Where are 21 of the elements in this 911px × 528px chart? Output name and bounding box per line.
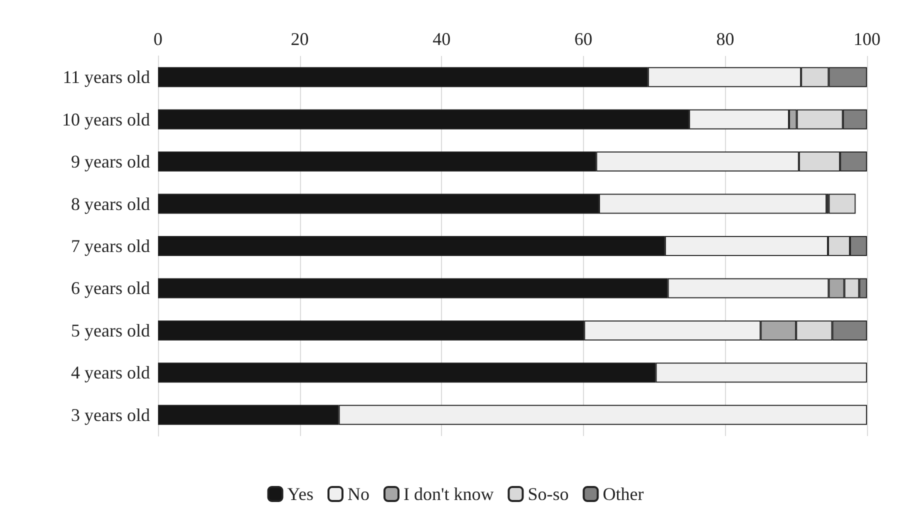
x-tick-label: 20 (290, 29, 309, 49)
legend-label: So-so (528, 484, 569, 504)
x-tick-label: 100 (854, 29, 880, 49)
bar (828, 194, 856, 214)
x-tick-label: 40 (432, 29, 451, 49)
x-tick-label: 60 (574, 29, 592, 49)
legend-label: I don't know (403, 484, 494, 504)
y-tick-label: 3 years old (71, 404, 150, 425)
y-tick-label: 9 years old (71, 152, 150, 172)
y-tick-label: 10 years old (62, 109, 150, 130)
y-tick-label: 8 years old (71, 194, 150, 214)
y-tick-label: 11 years old (62, 67, 150, 88)
legend-label: Other (602, 484, 644, 504)
x-tick-label: 0 (154, 29, 162, 49)
y-tick-label: 5 years old (71, 320, 150, 340)
y-tick-label: 7 years old (71, 236, 150, 256)
legend-label: Yes (287, 484, 314, 504)
x-tick-label: 80 (716, 29, 734, 49)
y-tick-label: 6 years old (71, 278, 150, 298)
legend-label: No (347, 484, 370, 504)
y-tick-label: 4 years old (71, 362, 150, 383)
